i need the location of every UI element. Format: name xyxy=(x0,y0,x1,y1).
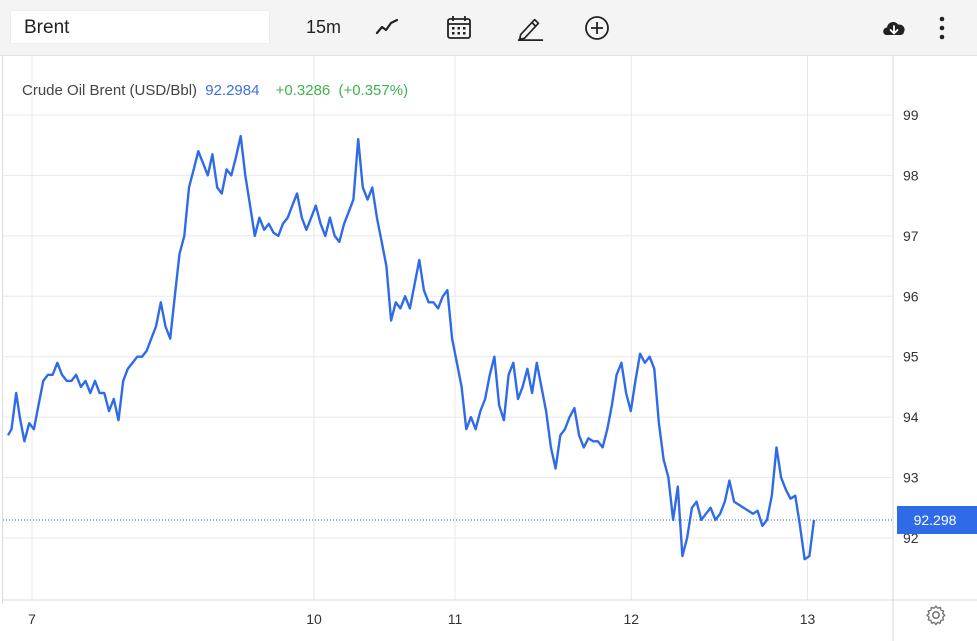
chart-legend: Crude Oil Brent (USD/Bbl) 92.2984 +0.328… xyxy=(22,82,408,99)
y-tick-label: 98 xyxy=(903,167,919,183)
last-price-tag xyxy=(897,505,977,534)
chart-toolbar: Brent 15m xyxy=(0,0,977,56)
x-tick-label: 10 xyxy=(306,611,322,627)
download-cloud-icon[interactable] xyxy=(880,14,908,42)
x-tick-label: 7 xyxy=(28,611,36,627)
draw-pencil-icon[interactable] xyxy=(516,14,544,42)
line-chart-icon[interactable] xyxy=(373,14,401,42)
more-vertical-icon[interactable] xyxy=(928,14,956,42)
y-tick-label: 97 xyxy=(903,228,919,244)
y-tick-label: 93 xyxy=(903,470,919,486)
y-tick-label: 95 xyxy=(903,349,919,365)
y-tick-label: 99 xyxy=(903,107,919,123)
legend-price: 92.2984 xyxy=(205,82,260,99)
last-price-label: 92.298 xyxy=(914,512,957,528)
y-tick-label: 92 xyxy=(903,530,919,546)
legend-change: +0.3286 xyxy=(275,82,331,99)
x-tick-label: 13 xyxy=(800,611,816,627)
interval-selector[interactable]: 15m xyxy=(306,17,342,37)
legend-change-percent: (+0.357%) xyxy=(338,82,409,99)
x-tick-label: 11 xyxy=(448,611,463,627)
x-tick-label: 12 xyxy=(623,611,639,627)
instrument-name: Crude Oil Brent (USD/Bbl) xyxy=(22,82,198,99)
settings-gear-icon[interactable] xyxy=(925,604,947,626)
add-indicator-icon[interactable] xyxy=(583,14,611,42)
y-tick-label: 96 xyxy=(903,288,919,304)
calendar-icon[interactable] xyxy=(445,14,473,42)
y-tick-label: 94 xyxy=(903,409,919,425)
price-series-line xyxy=(6,134,816,561)
chart-area[interactable] xyxy=(2,56,976,604)
symbol-search-input[interactable]: Brent xyxy=(10,10,270,44)
